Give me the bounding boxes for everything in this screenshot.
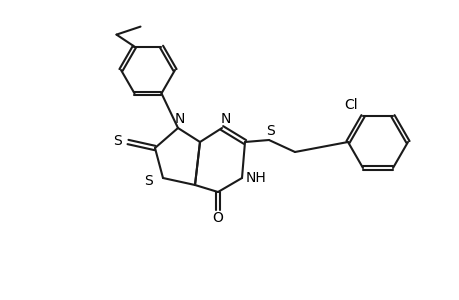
Text: S: S	[113, 134, 122, 148]
Text: N: N	[174, 112, 185, 126]
Text: N: N	[220, 112, 231, 126]
Text: Cl: Cl	[343, 98, 357, 112]
Text: NH: NH	[245, 171, 266, 185]
Text: S: S	[144, 174, 153, 188]
Text: S: S	[266, 124, 275, 138]
Text: O: O	[212, 211, 223, 225]
